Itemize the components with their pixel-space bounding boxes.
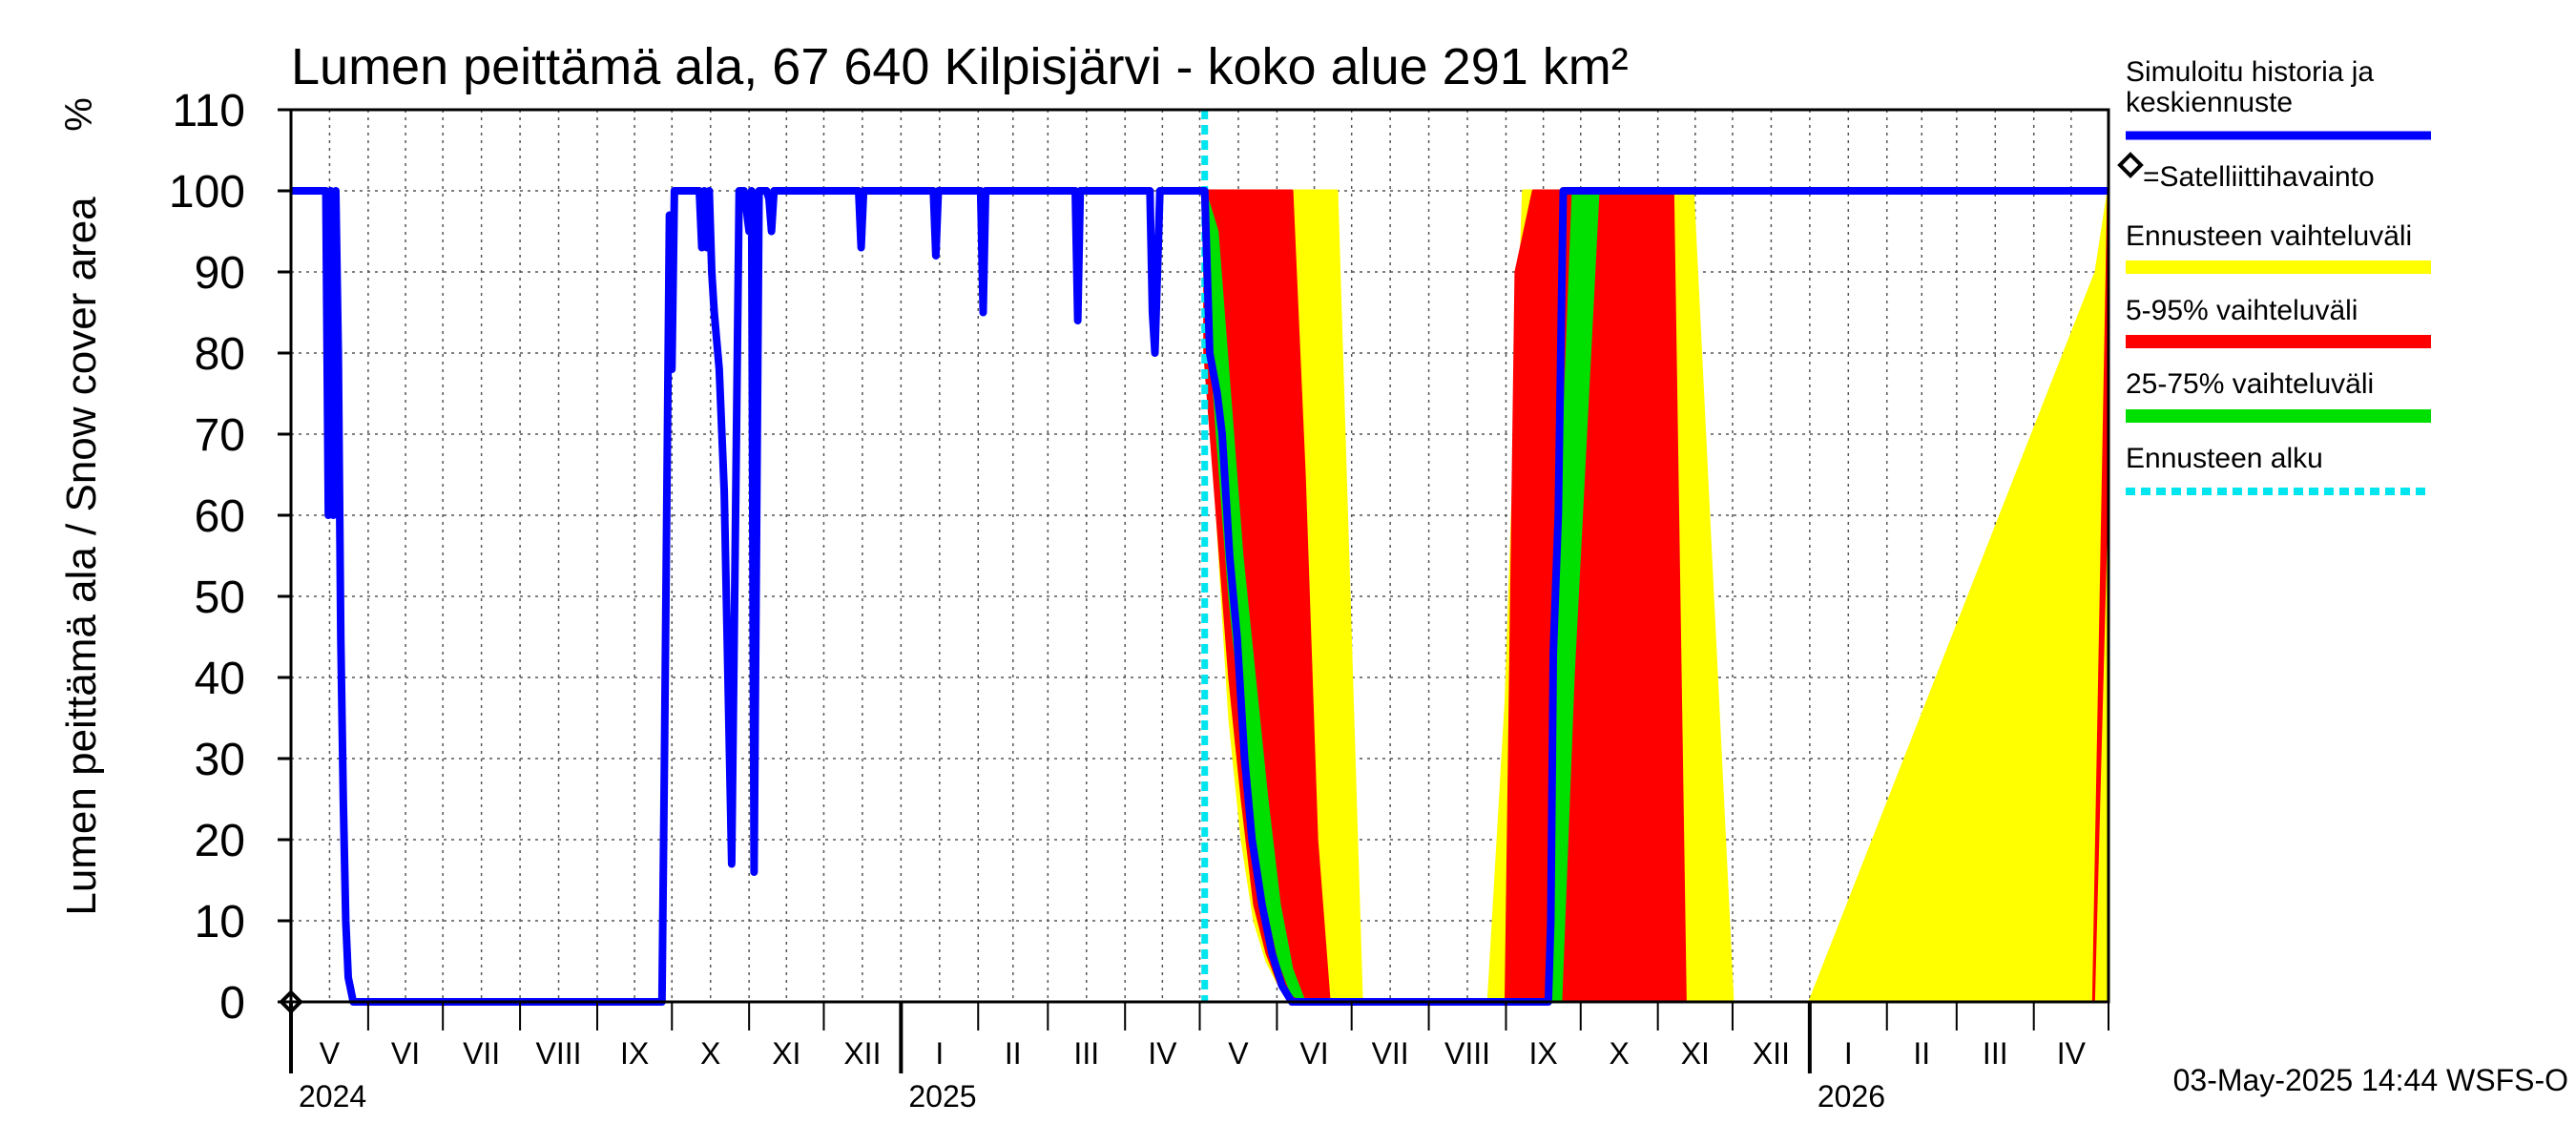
legend-label: =Satelliittihavainto <box>2143 161 2375 193</box>
x-month-label: X <box>700 1036 720 1071</box>
x-month-label: V <box>1228 1036 1249 1071</box>
y-tick-label: 80 <box>195 329 245 380</box>
x-month-label: VI <box>1299 1036 1328 1071</box>
y-tick-label: 90 <box>195 248 245 299</box>
x-month-label: I <box>1844 1036 1853 1071</box>
x-month-label: IV <box>1148 1036 1177 1071</box>
y-unit-label: % <box>58 97 100 132</box>
legend-label: 5-95% vaihteluväli <box>2126 295 2358 326</box>
x-month-label: XI <box>772 1036 800 1071</box>
y-tick-label: 110 <box>172 86 245 136</box>
legend-label: 25-75% vaihteluväli <box>2126 368 2374 400</box>
grid <box>291 109 2109 1002</box>
legend-label: Simuloitu historia ja <box>2126 56 2374 88</box>
x-year-label: 2024 <box>299 1079 366 1114</box>
y-axis-label: Lumen peittämä ala / Snow cover area <box>58 197 105 916</box>
x-month-label: VIII <box>536 1036 582 1071</box>
y-tick-label: 100 <box>169 167 245 218</box>
y-ticks: 0 10 20 30 40 50 60 70 80 90 100 110 <box>169 86 291 1029</box>
x-month-label: XI <box>1681 1036 1710 1071</box>
x-month-label: VI <box>391 1036 420 1071</box>
legend-label: Ennusteen alku <box>2126 443 2323 474</box>
x-year-label: 2025 <box>908 1079 976 1114</box>
x-month-label: II <box>1005 1036 1022 1071</box>
legend-label: keskiennuste <box>2126 87 2293 118</box>
x-month-label: X <box>1610 1036 1630 1071</box>
x-month-label: VIII <box>1444 1036 1490 1071</box>
footer-stamp: 03-May-2025 14:44 WSFS-O <box>2173 1063 2568 1097</box>
x-year-label: 2026 <box>1818 1079 1885 1114</box>
x-year-labels: 2024 2025 2026 <box>289 1002 1885 1114</box>
y-tick-label: 50 <box>195 572 245 623</box>
y-tick-label: 60 <box>195 491 245 542</box>
x-month-labels: V VI VII VIII IX X XI XII I II III IV V VI VII VIII IX X X… <box>290 1002 2109 1071</box>
x-month-label: III <box>1983 1036 2008 1071</box>
x-month-label: XII <box>843 1036 881 1071</box>
y-tick-label: 40 <box>195 654 245 704</box>
x-month-label: V <box>320 1036 341 1071</box>
x-month-label: VII <box>463 1036 500 1071</box>
legend-diamond-icon <box>2117 152 2144 178</box>
x-month-label: IV <box>2057 1036 2087 1071</box>
x-month-label: IX <box>620 1036 649 1071</box>
y-tick-label: 30 <box>195 735 245 785</box>
y-tick-label: 20 <box>195 816 245 866</box>
x-month-label: II <box>1913 1036 1930 1071</box>
x-month-label: III <box>1073 1036 1099 1071</box>
x-month-label: VII <box>1372 1036 1409 1071</box>
legend-label: Ennusteen vaihteluväli <box>2126 220 2412 252</box>
x-month-label: I <box>935 1036 944 1071</box>
y-tick-label: 70 <box>195 410 245 461</box>
y-tick-label: 10 <box>195 897 245 947</box>
x-month-label: XII <box>1753 1036 1790 1071</box>
chart-title: Lumen peittämä ala, 67 640 Kilpisjärvi -… <box>291 38 1629 95</box>
y-tick-label: 0 <box>219 978 245 1029</box>
x-month-label: IX <box>1529 1036 1558 1071</box>
